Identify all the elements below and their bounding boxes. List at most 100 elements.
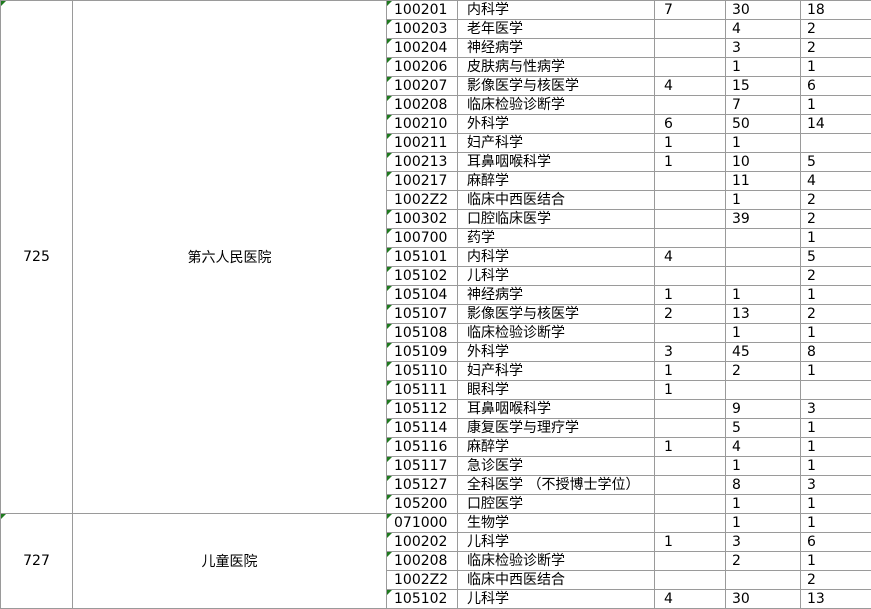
major-name-cell[interactable]: 口腔医学 xyxy=(458,495,655,514)
count2-cell[interactable]: 39 xyxy=(726,210,801,229)
count3-cell[interactable]: 1 xyxy=(801,286,871,305)
count3-cell[interactable]: 2 xyxy=(801,267,871,286)
count2-cell[interactable]: 15 xyxy=(726,77,801,96)
count2-cell[interactable]: 1 xyxy=(726,457,801,476)
count1-cell[interactable] xyxy=(655,324,726,343)
count1-cell[interactable]: 1 xyxy=(655,134,726,153)
count3-cell[interactable]: 5 xyxy=(801,248,871,267)
count2-cell[interactable]: 45 xyxy=(726,343,801,362)
count3-cell[interactable]: 1 xyxy=(801,324,871,343)
major-name-cell[interactable]: 老年医学 xyxy=(458,20,655,39)
count1-cell[interactable] xyxy=(655,191,726,210)
major-name-cell[interactable]: 口腔临床医学 xyxy=(458,210,655,229)
major-code-cell[interactable]: 100208 xyxy=(387,552,458,571)
count1-cell[interactable]: 1 xyxy=(655,381,726,400)
count1-cell[interactable] xyxy=(655,400,726,419)
major-code-cell[interactable]: 100210 xyxy=(387,115,458,134)
count3-cell[interactable] xyxy=(801,134,871,153)
major-code-cell[interactable]: 105111 xyxy=(387,381,458,400)
major-code-cell[interactable]: 105102 xyxy=(387,590,458,609)
count1-cell[interactable] xyxy=(655,172,726,191)
major-code-cell[interactable]: 105104 xyxy=(387,286,458,305)
major-code-cell[interactable]: 105127 xyxy=(387,476,458,495)
count1-cell[interactable] xyxy=(655,571,726,590)
major-code-cell[interactable]: 071000 xyxy=(387,514,458,533)
major-name-cell[interactable]: 妇产科学 xyxy=(458,134,655,153)
count3-cell[interactable]: 1 xyxy=(801,514,871,533)
major-name-cell[interactable]: 神经病学 xyxy=(458,39,655,58)
count2-cell[interactable]: 10 xyxy=(726,153,801,172)
major-name-cell[interactable]: 药学 xyxy=(458,229,655,248)
hospital-code-cell[interactable]: 727 xyxy=(1,514,73,609)
count2-cell[interactable]: 30 xyxy=(726,590,801,609)
major-name-cell[interactable]: 儿科学 xyxy=(458,533,655,552)
major-name-cell[interactable]: 内科学 xyxy=(458,1,655,20)
count2-cell[interactable]: 1 xyxy=(726,324,801,343)
count1-cell[interactable]: 4 xyxy=(655,248,726,267)
count3-cell[interactable] xyxy=(801,381,871,400)
count3-cell[interactable]: 1 xyxy=(801,457,871,476)
major-code-cell[interactable]: 105200 xyxy=(387,495,458,514)
major-code-cell[interactable]: 100202 xyxy=(387,533,458,552)
major-code-cell[interactable]: 105108 xyxy=(387,324,458,343)
major-name-cell[interactable]: 生物学 xyxy=(458,514,655,533)
major-code-cell[interactable]: 100302 xyxy=(387,210,458,229)
major-name-cell[interactable]: 急诊医学 xyxy=(458,457,655,476)
count3-cell[interactable]: 2 xyxy=(801,571,871,590)
count1-cell[interactable] xyxy=(655,96,726,115)
count3-cell[interactable]: 18 xyxy=(801,1,871,20)
count2-cell[interactable]: 4 xyxy=(726,438,801,457)
count1-cell[interactable]: 2 xyxy=(655,305,726,324)
major-name-cell[interactable]: 皮肤病与性病学 xyxy=(458,58,655,77)
count1-cell[interactable]: 4 xyxy=(655,590,726,609)
major-code-cell[interactable]: 100213 xyxy=(387,153,458,172)
count2-cell[interactable]: 1 xyxy=(726,191,801,210)
major-name-cell[interactable]: 内科学 xyxy=(458,248,655,267)
major-code-cell[interactable]: 100207 xyxy=(387,77,458,96)
major-code-cell[interactable]: 105114 xyxy=(387,419,458,438)
count1-cell[interactable]: 3 xyxy=(655,343,726,362)
count2-cell[interactable]: 30 xyxy=(726,1,801,20)
major-code-cell[interactable]: 105116 xyxy=(387,438,458,457)
major-code-cell[interactable]: 100700 xyxy=(387,229,458,248)
major-code-cell[interactable]: 105110 xyxy=(387,362,458,381)
count1-cell[interactable] xyxy=(655,419,726,438)
major-name-cell[interactable]: 神经病学 xyxy=(458,286,655,305)
count3-cell[interactable]: 1 xyxy=(801,552,871,571)
major-code-cell[interactable]: 105109 xyxy=(387,343,458,362)
count2-cell[interactable]: 1 xyxy=(726,58,801,77)
count1-cell[interactable] xyxy=(655,514,726,533)
major-code-cell[interactable]: 100201 xyxy=(387,1,458,20)
count3-cell[interactable]: 5 xyxy=(801,153,871,172)
count3-cell[interactable]: 2 xyxy=(801,20,871,39)
count3-cell[interactable]: 14 xyxy=(801,115,871,134)
major-code-cell[interactable]: 100211 xyxy=(387,134,458,153)
count2-cell[interactable]: 7 xyxy=(726,96,801,115)
major-name-cell[interactable]: 临床检验诊断学 xyxy=(458,552,655,571)
major-code-cell[interactable]: 105112 xyxy=(387,400,458,419)
count1-cell[interactable] xyxy=(655,229,726,248)
major-code-cell[interactable]: 100204 xyxy=(387,39,458,58)
count2-cell[interactable] xyxy=(726,381,801,400)
count2-cell[interactable] xyxy=(726,267,801,286)
major-name-cell[interactable]: 儿科学 xyxy=(458,590,655,609)
count3-cell[interactable]: 1 xyxy=(801,495,871,514)
major-name-cell[interactable]: 耳鼻咽喉科学 xyxy=(458,400,655,419)
count3-cell[interactable]: 3 xyxy=(801,476,871,495)
count3-cell[interactable]: 1 xyxy=(801,419,871,438)
count1-cell[interactable]: 6 xyxy=(655,115,726,134)
count1-cell[interactable] xyxy=(655,58,726,77)
count3-cell[interactable]: 1 xyxy=(801,58,871,77)
count2-cell[interactable]: 1 xyxy=(726,286,801,305)
major-code-cell[interactable]: 105107 xyxy=(387,305,458,324)
count2-cell[interactable]: 2 xyxy=(726,552,801,571)
major-name-cell[interactable]: 外科学 xyxy=(458,343,655,362)
major-name-cell[interactable]: 康复医学与理疗学 xyxy=(458,419,655,438)
count2-cell[interactable] xyxy=(726,248,801,267)
major-code-cell[interactable]: 100208 xyxy=(387,96,458,115)
major-name-cell[interactable]: 临床中西医结合 xyxy=(458,191,655,210)
count3-cell[interactable]: 2 xyxy=(801,191,871,210)
hospital-code-cell[interactable]: 725 xyxy=(1,1,73,514)
major-code-cell[interactable]: 100217 xyxy=(387,172,458,191)
count2-cell[interactable]: 1 xyxy=(726,514,801,533)
